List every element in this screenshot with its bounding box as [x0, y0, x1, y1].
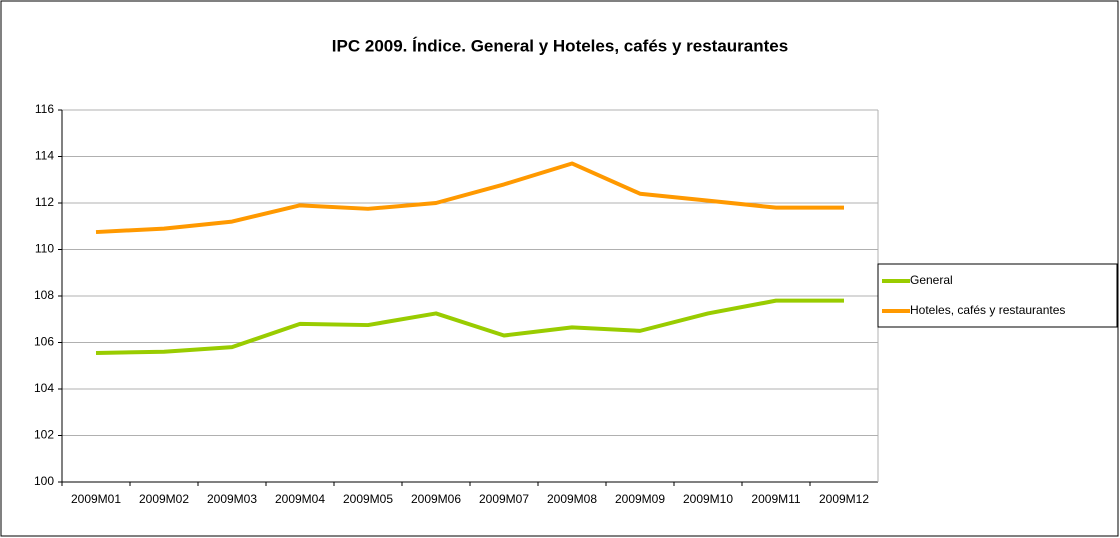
x-tick-label: 2009M01 [71, 492, 121, 506]
y-tick-label: 112 [35, 195, 54, 209]
x-tick-label: 2009M08 [547, 492, 597, 506]
y-tick-label: 102 [34, 428, 54, 442]
y-tick-label: 108 [34, 288, 54, 302]
line-series [95, 298, 844, 355]
line-series [95, 161, 844, 235]
x-tick-label: 2009M05 [343, 492, 393, 506]
legend-label: General [910, 273, 953, 287]
x-tick-label: 2009M02 [139, 492, 189, 506]
x-tick-label: 2009M12 [819, 492, 869, 506]
x-tick-label: 2009M06 [411, 492, 461, 506]
x-tick-label: 2009M09 [615, 492, 665, 506]
y-tick-label: 104 [34, 381, 54, 395]
x-tick-label: 2009M11 [751, 492, 800, 506]
chart-title: IPC 2009. Índice. General y Hoteles, caf… [332, 36, 788, 55]
y-tick-label: 110 [35, 242, 54, 256]
legend-box [877, 263, 1118, 328]
x-tick-label: 2009M04 [275, 492, 325, 506]
x-tick-label: 2009M10 [683, 492, 733, 506]
x-tick-label: 2009M07 [479, 492, 529, 506]
legend-label: Hoteles, cafés y restaurantes [910, 303, 1065, 317]
y-tick-label: 100 [34, 474, 54, 488]
x-tick-label: 2009M03 [207, 492, 257, 506]
y-tick-label: 106 [34, 335, 54, 349]
y-tick-label: 114 [35, 149, 54, 163]
y-tick-label: 116 [35, 102, 54, 116]
